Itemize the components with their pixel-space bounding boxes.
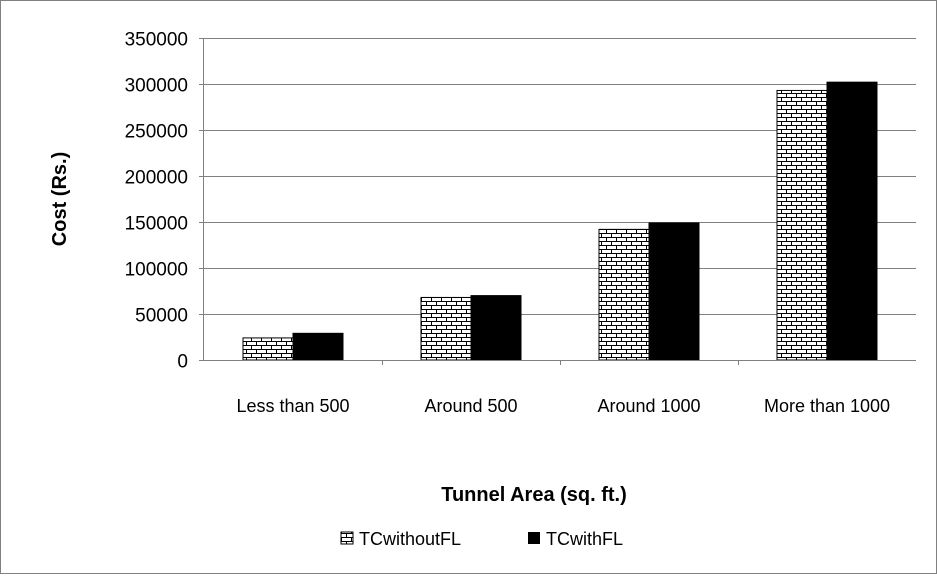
y-tick-label: 200000 [125,168,188,189]
y-tick-label: 50000 [135,306,188,327]
bar-tcwithoutfl-4 [776,89,828,361]
legend-swatch-tcwithfl [528,532,540,544]
x-category-label: More than 1000 [764,396,890,416]
legend-label-tcwithfl: TCwithFL [546,529,623,549]
y-tick-label: 350000 [125,30,188,51]
x-category-label: Around 1000 [597,396,700,416]
bar-tcwithoutfl-2 [420,296,472,361]
bar-tcwithfl-2 [470,295,522,361]
bar-tcwithoutfl-1 [242,337,294,361]
bar-tcwithfl-4 [826,81,878,361]
x-category-label: Around 500 [424,396,517,416]
bar-tcwithfl-1 [292,332,344,361]
y-axis-ticks: 0 50000 100000 150000 200000 250000 300000 3500… [125,30,204,373]
x-category-label: Less than 500 [236,396,349,416]
legend-label-tcwithoutfl: TCwithoutFL [359,529,461,549]
x-axis-categories: Less than 500 Around 500 Around 1000 More t… [236,396,890,416]
y-axis-title: Cost (Rs.) [49,152,71,246]
legend-swatch-tcwithoutfl [340,531,354,545]
y-tick-label: 150000 [125,214,188,235]
bar-tcwithfl-3 [648,222,700,361]
legend: TCwithoutFL TCwithFL [340,529,623,549]
y-tick-label: 250000 [125,122,188,143]
y-tick-label: 0 [177,352,188,373]
y-tick-label: 100000 [125,260,188,281]
x-axis [203,38,916,365]
y-tick-label: 300000 [125,76,188,97]
gridlines [204,38,916,315]
bars [242,81,878,361]
bar-tcwithoutfl-3 [598,228,650,361]
x-axis-title: Tunnel Area (sq. ft.) [441,484,627,506]
